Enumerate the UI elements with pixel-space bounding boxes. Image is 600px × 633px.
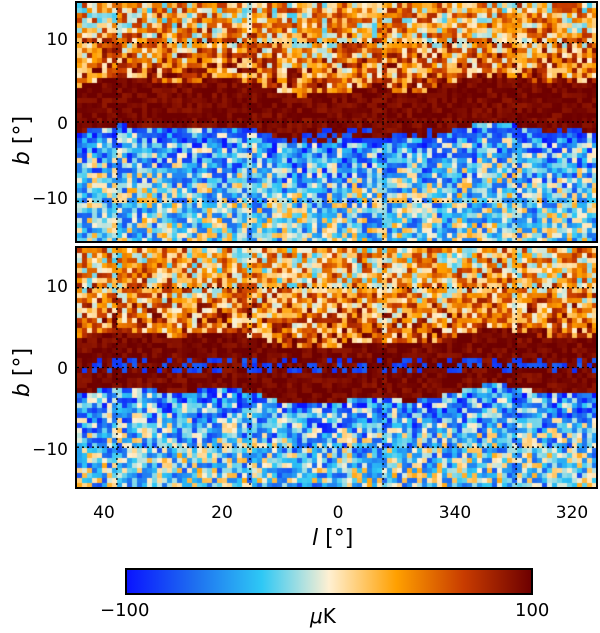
xtick-20: 20 [211, 503, 233, 523]
top-ytick-10: 10 [46, 30, 68, 50]
xtick-0: 0 [332, 503, 344, 523]
bottom-map-panel [75, 246, 598, 489]
bottom-ytick-10: 10 [46, 277, 68, 297]
xaxis-label-unit: [°] [325, 526, 354, 551]
top-ytick-neg10: −10 [32, 189, 68, 209]
top-map-panel [75, 1, 598, 243]
colorbar-unit: μK [310, 604, 336, 628]
xtick-320: 320 [555, 503, 589, 523]
xaxis-label-symbol: l [312, 526, 319, 551]
bottom-ylabel-unit: [°] [10, 347, 36, 377]
top-ylabel-symbol: b [10, 151, 36, 166]
top-ytick-0: 0 [57, 114, 68, 134]
bottom-ytick-neg10: −10 [32, 440, 68, 460]
colorbar-max-label: 100 [515, 600, 550, 621]
top-ylabel-unit: [°] [10, 115, 36, 145]
bottom-map-grid [77, 248, 596, 487]
xaxis-label: l [°] [312, 526, 353, 551]
bottom-ytick-0: 0 [57, 359, 68, 379]
colorbar-unit-k: K [322, 604, 336, 628]
bottom-ylabel: b [°] [10, 348, 35, 397]
colorbar-min-label: −100 [100, 600, 150, 621]
bottom-ylabel-symbol: b [10, 383, 36, 398]
colorbar [125, 568, 533, 595]
top-ylabel: b [°] [10, 116, 35, 165]
xtick-340: 340 [438, 503, 472, 523]
xtick-40: 40 [93, 503, 115, 523]
top-map-grid [77, 3, 596, 241]
colorbar-unit-mu: μ [310, 604, 323, 628]
